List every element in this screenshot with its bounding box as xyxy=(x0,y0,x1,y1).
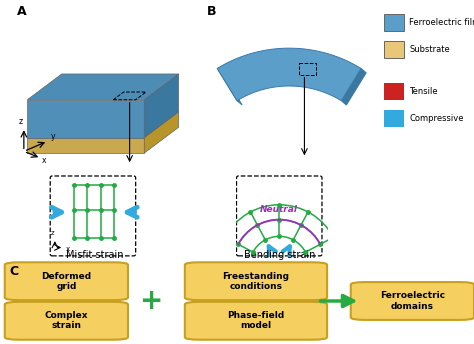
Text: y: y xyxy=(51,132,55,141)
Polygon shape xyxy=(27,74,179,100)
Polygon shape xyxy=(217,48,361,101)
Text: Compressive: Compressive xyxy=(409,114,464,123)
Text: Neutral: Neutral xyxy=(260,205,298,214)
FancyBboxPatch shape xyxy=(185,262,327,300)
Text: Misfit strain: Misfit strain xyxy=(66,250,124,260)
Polygon shape xyxy=(144,74,179,138)
Text: Bending strain: Bending strain xyxy=(244,250,315,260)
Text: B: B xyxy=(207,5,216,18)
Polygon shape xyxy=(341,68,366,105)
Polygon shape xyxy=(217,68,242,105)
Bar xyxy=(384,83,404,100)
Polygon shape xyxy=(27,138,144,153)
Text: x: x xyxy=(66,246,70,252)
Text: Complex
strain: Complex strain xyxy=(45,311,88,331)
Text: Substrate: Substrate xyxy=(409,45,450,54)
Text: A: A xyxy=(17,5,27,18)
FancyBboxPatch shape xyxy=(351,282,474,320)
Text: Tensile: Tensile xyxy=(409,87,438,96)
Polygon shape xyxy=(27,112,179,138)
Text: x: x xyxy=(42,157,47,165)
Bar xyxy=(384,14,404,31)
Bar xyxy=(384,110,404,127)
Polygon shape xyxy=(144,112,179,153)
Text: C: C xyxy=(9,265,18,278)
Text: Phase-field
model: Phase-field model xyxy=(228,311,284,331)
FancyBboxPatch shape xyxy=(185,302,327,340)
Text: Ferroelectric films: Ferroelectric films xyxy=(409,18,474,27)
Text: Freestanding
conditions: Freestanding conditions xyxy=(222,271,290,291)
Polygon shape xyxy=(27,100,144,138)
FancyBboxPatch shape xyxy=(5,302,128,340)
Text: Deformed
grid: Deformed grid xyxy=(41,271,91,291)
Text: Ferroelectric
domains: Ferroelectric domains xyxy=(380,291,445,311)
Text: z: z xyxy=(18,117,22,126)
Bar xyxy=(384,41,404,58)
FancyBboxPatch shape xyxy=(5,262,128,300)
Text: z: z xyxy=(51,230,55,236)
Text: +: + xyxy=(140,287,164,315)
